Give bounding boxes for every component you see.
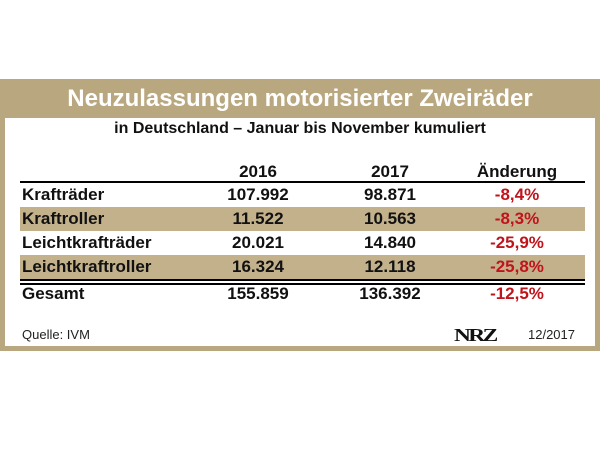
nrz-logo: NRZ	[454, 325, 498, 345]
row-label: Krafträder	[22, 185, 105, 204]
row-label: Leichtkrafträder	[22, 233, 152, 252]
value-change: -25,8%	[490, 257, 544, 276]
value-2016: 107.992	[227, 185, 289, 204]
total-2017: 136.392	[359, 284, 421, 303]
row-label: Kraftroller	[22, 209, 105, 228]
row-label: Leichtkraftroller	[22, 257, 152, 276]
source: Quelle: IVM	[22, 327, 90, 342]
value-change: -8,3%	[494, 209, 540, 228]
header-change: Änderung	[476, 162, 558, 181]
date: 12/2017	[528, 327, 575, 342]
value-2017: 10.563	[364, 209, 416, 228]
subtitle: in Deutschland – Januar bis November kum…	[114, 120, 486, 137]
total-change: -12,5%	[490, 284, 544, 303]
total-row: Gesamt 155.859 136.392 -12,5%	[20, 282, 585, 306]
total-2016: 155.859	[227, 284, 289, 303]
value-2017: 14.840	[364, 233, 416, 252]
value-2016: 11.522	[232, 209, 284, 228]
value-2016: 20.021	[232, 233, 284, 252]
header-divider	[20, 181, 585, 183]
table-row: Krafträder 107.992 98.871 -8,4%	[20, 183, 585, 207]
table-row: Leichtkraftroller 16.324 12.118 -25,8%	[20, 255, 585, 279]
value-2016: 16.324	[232, 257, 284, 276]
value-change: -8,4%	[494, 185, 540, 204]
table-row: Leichtkrafträder 20.021 14.840 -25,9%	[20, 231, 585, 255]
content-panel	[5, 118, 595, 346]
table-row: Kraftroller 11.522 10.563 -8,3%	[20, 207, 585, 231]
header-2017: 2017	[371, 162, 409, 181]
value-2017: 12.118	[364, 257, 416, 276]
total-divider-bottom	[20, 283, 585, 285]
total-label: Gesamt	[22, 284, 85, 303]
value-2017: 98.871	[364, 185, 416, 204]
header-2016: 2016	[239, 162, 277, 181]
value-change: -25,9%	[490, 233, 544, 252]
title: Neuzulassungen motorisierter Zweiräder	[67, 85, 533, 112]
total-divider-top	[20, 279, 585, 281]
